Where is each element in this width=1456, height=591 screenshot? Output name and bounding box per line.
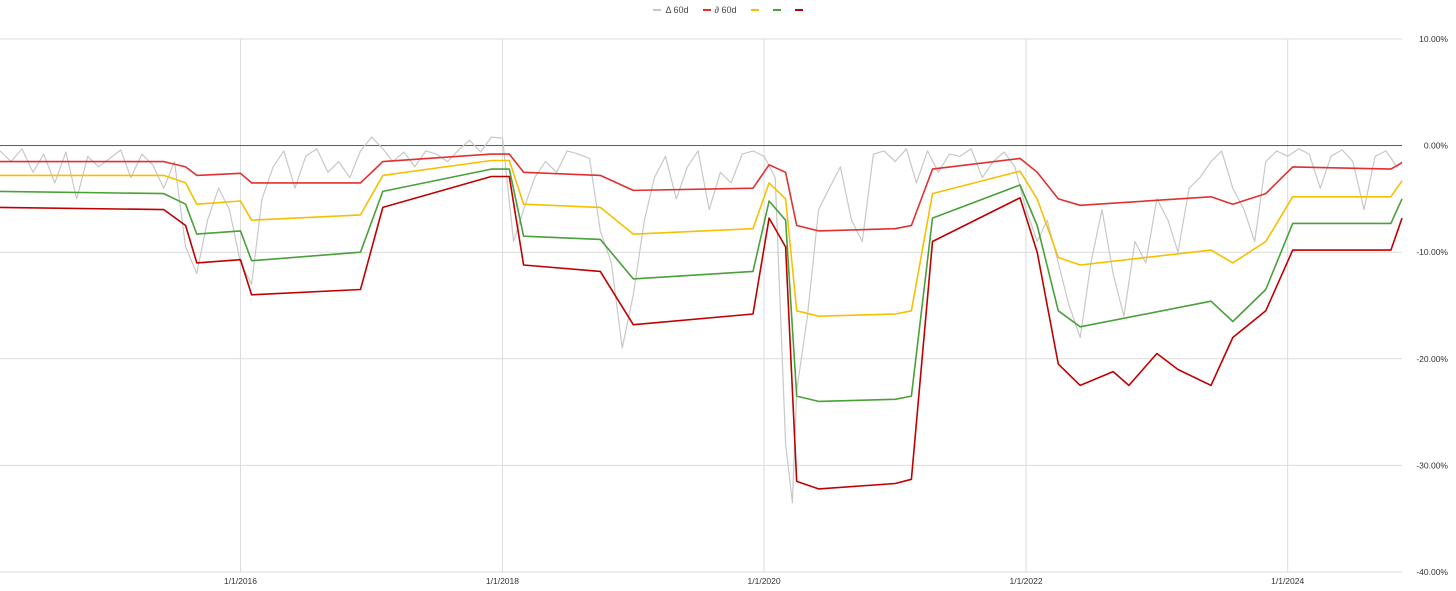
series-line-1 [0,153,1403,232]
y-tick-label: -10.00% [1416,247,1448,257]
y-tick-label: -30.00% [1416,460,1448,470]
legend-swatch-partial-60d [702,9,711,11]
legend-swatch-green [772,9,781,11]
legend-item-delta-60d[interactable]: Δ 60d [653,5,689,15]
x-tick-label: 1/1/2024 [1271,576,1304,586]
series-line-4 [0,175,1403,490]
legend-label-partial-60d: ∂ 60d [714,5,737,15]
legend-swatch-delta-60d [653,9,662,11]
y-tick-label: -40.00% [1416,567,1448,577]
legend: Δ 60d ∂ 60d [0,2,1456,18]
legend-item-partial-60d[interactable]: ∂ 60d [702,5,737,15]
x-tick-label: 1/1/2020 [748,576,781,586]
series-line-2 [0,159,1403,317]
series-line-3 [0,168,1403,403]
legend-item-dark-red[interactable] [794,9,803,11]
x-tick-label: 1/1/2016 [224,576,257,586]
x-tick-label: 1/1/2022 [1010,576,1043,586]
legend-label-delta-60d: Δ 60d [665,5,689,15]
y-tick-label: 0.00% [1424,141,1449,151]
x-tick-label: 1/1/2018 [486,576,519,586]
y-tick-label: -20.00% [1416,354,1448,364]
series-line-0 [0,136,1403,504]
legend-item-yellow[interactable] [750,9,759,11]
legend-item-green[interactable] [772,9,781,11]
legend-swatch-yellow [750,9,759,11]
legend-swatch-dark-red [794,9,803,11]
y-tick-label: 10.00% [1419,34,1448,44]
